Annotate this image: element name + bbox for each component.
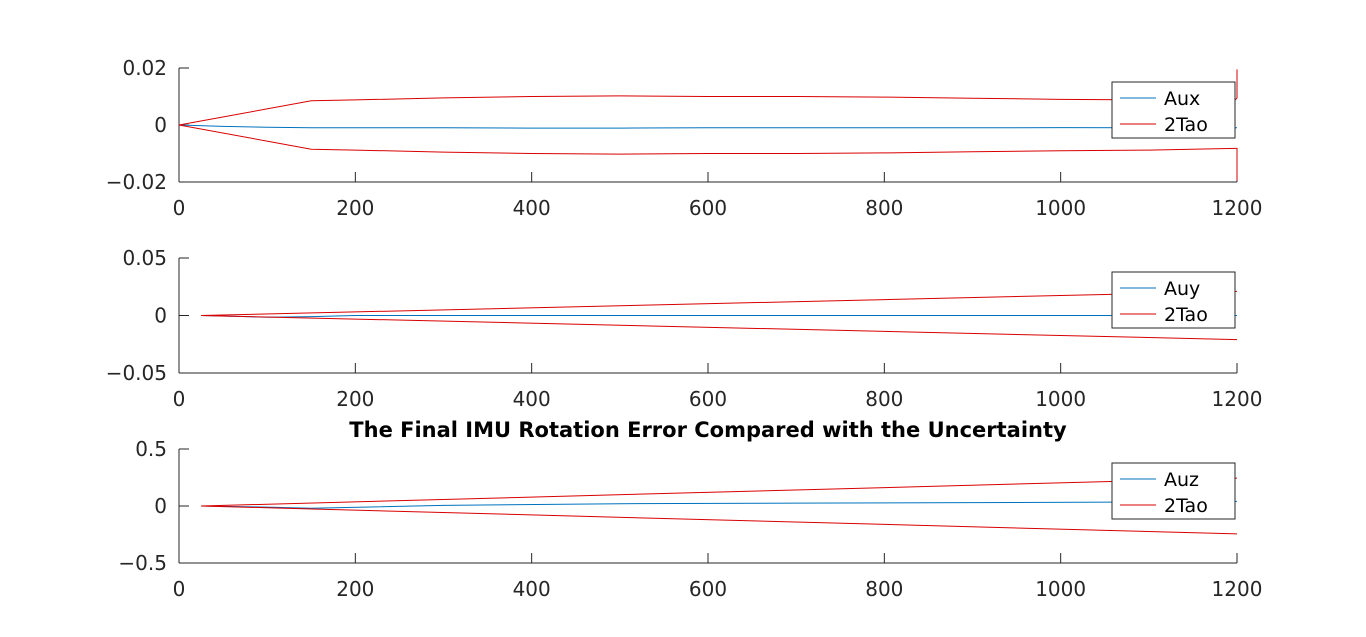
chart-title: The Final IMU Rotation Error Compared wi…	[349, 418, 1067, 442]
x-tick-label: 1200	[1212, 387, 1263, 411]
y-tick-label: −0.02	[106, 170, 167, 194]
series-line-2tao	[200, 290, 1238, 316]
x-tick-label: 200	[336, 196, 374, 220]
x-tick-label: 1000	[1035, 387, 1086, 411]
legend-label: 2Tao	[1164, 114, 1208, 136]
y-tick-label: −0.05	[106, 361, 167, 385]
y-tick-label: 0.05	[122, 246, 167, 270]
x-tick-label: 400	[513, 387, 551, 411]
x-tick-label: 1200	[1212, 196, 1263, 220]
series-line-2tao	[200, 477, 1238, 507]
x-tick-label: 0	[173, 196, 186, 220]
x-tick-label: 1200	[1212, 577, 1263, 601]
series-line-lower-bound	[200, 315, 1238, 341]
series-line-lower-bound	[178, 124, 1238, 181]
x-tick-label: 600	[689, 577, 727, 601]
legend-label: 2Tao	[1164, 304, 1208, 326]
legend-label: Auz	[1164, 469, 1199, 491]
x-tick-label: 1000	[1035, 196, 1086, 220]
legend: Auz 2Tao	[1111, 462, 1236, 520]
x-tick-label: 0	[173, 577, 186, 601]
y-tick-label: 0.02	[122, 56, 167, 80]
x-tick-label: 0	[173, 387, 186, 411]
series-line-lower-bound	[200, 505, 1238, 535]
legend-box	[1111, 462, 1236, 520]
x-tick-label: 200	[336, 387, 374, 411]
legend-label: Aux	[1164, 88, 1200, 110]
x-tick-label: 800	[865, 577, 903, 601]
y-tick-label: 0	[154, 494, 167, 518]
series-line-aux	[178, 124, 1237, 129]
x-tick-label: 1000	[1035, 577, 1086, 601]
x-tick-label: 400	[513, 196, 551, 220]
legend-box	[1111, 81, 1236, 139]
legend: Aux 2Tao	[1111, 81, 1236, 139]
series-line-auz	[200, 500, 1238, 509]
y-tick-label: 0	[154, 304, 167, 328]
x-tick-label: 800	[865, 196, 903, 220]
legend-label: 2Tao	[1164, 495, 1208, 517]
x-tick-label: 800	[865, 387, 903, 411]
y-tick-label: 0	[154, 113, 167, 137]
y-tick-label: −0.5	[118, 551, 167, 575]
x-tick-label: 400	[513, 577, 551, 601]
x-tick-label: 200	[336, 577, 374, 601]
y-tick-label: 0.5	[135, 437, 167, 461]
x-tick-label: 600	[689, 387, 727, 411]
legend: Auy 2Tao	[1111, 271, 1236, 329]
x-tick-label: 600	[689, 196, 727, 220]
legend-label: Auy	[1164, 278, 1200, 300]
legend-box	[1111, 271, 1236, 329]
